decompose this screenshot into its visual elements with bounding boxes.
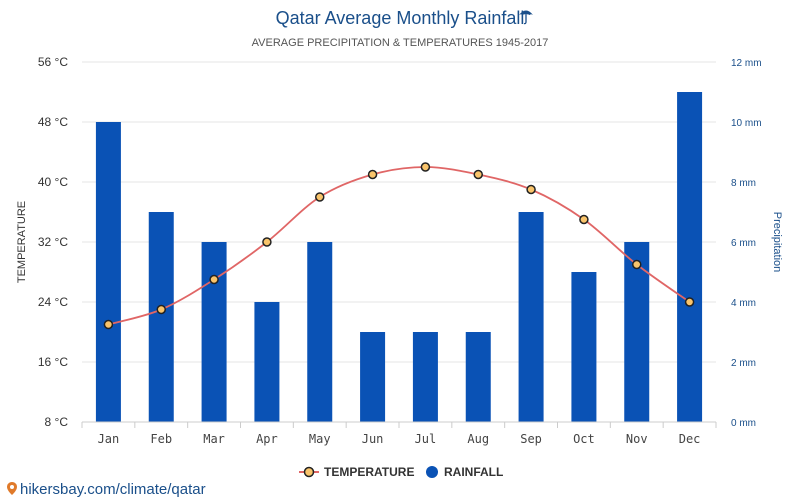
temperature-point-may: [315, 192, 325, 202]
legend-rainfall-marker: [426, 466, 438, 478]
x-tick-label: Nov: [626, 432, 648, 446]
source-text[interactable]: hikersbay.com/climate/qatar: [20, 481, 206, 498]
rainfall-bar-jul: [412, 332, 438, 422]
rainfall-bar-jan: [95, 122, 121, 422]
right-tick-label: 10 mm: [731, 118, 762, 129]
rainfall-bar-dec: [677, 92, 703, 422]
x-tick-label: Feb: [150, 432, 172, 446]
right-axis-label: Precipitation: [771, 212, 783, 273]
temperature-line-path: [108, 166, 691, 326]
temperature-line: [103, 162, 695, 330]
temperature-point-apr: [262, 237, 272, 247]
x-tick-label: Sep: [520, 432, 542, 446]
right-tick-label: 4 mm: [731, 298, 756, 309]
rainfall-bar-sep: [518, 212, 544, 422]
umbrella-icon: [519, 10, 533, 25]
right-tick-label: 0 mm: [731, 418, 756, 429]
rainfall-bar-feb: [148, 212, 174, 422]
temperature-point-feb: [156, 304, 166, 315]
x-tick-label: Oct: [573, 432, 595, 446]
temperature-point-nov: [632, 259, 642, 270]
x-tick-label: Dec: [679, 432, 701, 446]
rainfall-bar-aug: [465, 332, 491, 422]
left-tick-label: 40 °C: [38, 175, 68, 189]
right-tick-label: 8 mm: [731, 178, 756, 189]
rainfall-bar-apr: [254, 302, 280, 422]
left-tick-label: 24 °C: [38, 295, 68, 309]
legend-rainfall-label: RAINFALL: [444, 465, 503, 479]
temperature-point-oct: [579, 214, 589, 225]
location-pin-icon: [7, 482, 17, 495]
source-link[interactable]: hikersbay.com/climate/qatar: [7, 481, 206, 498]
temperature-point-sep: [526, 184, 536, 195]
left-tick-label: 32 °C: [38, 235, 68, 249]
left-axis-label: TEMPERATURE: [16, 201, 28, 283]
left-tick-label: 16 °C: [38, 355, 68, 369]
x-tick-label: Jul: [415, 432, 437, 446]
x-tick-label: Jan: [98, 432, 120, 446]
right-tick-label: 2 mm: [731, 358, 756, 369]
x-axis: Jan Feb Mar Apr May Jun Jul Aug Sep Oct Nov Dec: [81, 421, 717, 446]
left-tick-label: 56 °C: [38, 55, 68, 69]
right-tick-label: 12 mm: [731, 58, 762, 69]
right-tick-label: 6 mm: [731, 238, 756, 249]
temperature-point-aug: [473, 169, 483, 180]
left-tick-label: 8 °C: [45, 415, 69, 429]
chart-subtitle: AVERAGE PRECIPITATION & TEMPERATURES 194…: [252, 37, 549, 49]
rainfall-bar-mar: [201, 242, 227, 422]
temperature-point-jul: [420, 162, 431, 172]
legend-temperature-label: TEMPERATURE: [324, 465, 414, 479]
rainfall-bar-nov: [624, 242, 650, 422]
rainfall-bar-oct: [571, 272, 597, 422]
rainfall-bars: [95, 92, 703, 422]
gridlines: [82, 61, 716, 423]
left-axis: 56 °C 48 °C 40 °C 32 °C 24 °C 16 °C 8 °C: [38, 55, 68, 429]
x-tick-label: Jun: [362, 432, 384, 446]
temperature-point-jun: [367, 169, 378, 180]
x-tick-label: Apr: [256, 432, 278, 446]
rainfall-bar-jun: [360, 332, 386, 422]
legend-temperature-marker: [303, 466, 315, 478]
x-tick-label: Aug: [467, 432, 489, 446]
rainfall-bar-may: [307, 242, 333, 422]
temperature-point-jan: [103, 319, 114, 330]
temperature-point-dec: [684, 297, 695, 307]
x-tick-label: Mar: [203, 432, 225, 446]
chart-title: Qatar Average Monthly Rainfall: [276, 8, 525, 28]
right-axis: 12 mm 10 mm 8 mm 6 mm 4 mm 2 mm 0 mm: [731, 58, 762, 429]
temperature-point-mar: [209, 274, 219, 285]
x-tick-label: May: [309, 432, 331, 446]
left-tick-label: 48 °C: [38, 115, 68, 129]
legend: TEMPERATURE RAINFALL: [299, 465, 503, 479]
